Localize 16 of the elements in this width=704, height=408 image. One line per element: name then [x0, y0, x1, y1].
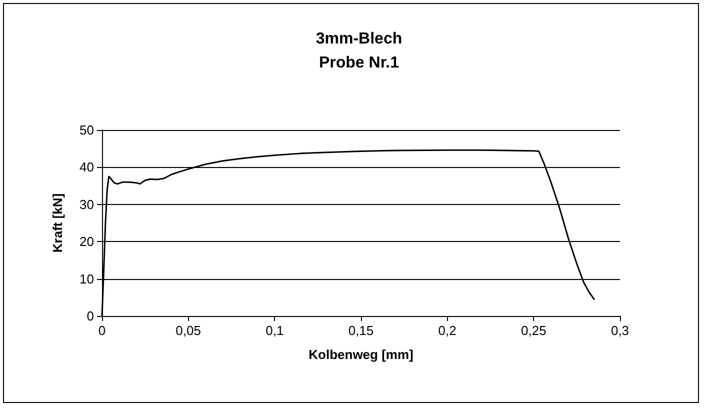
- y-tick-label: 10: [80, 271, 94, 286]
- x-tick-label: 0: [98, 323, 106, 338]
- y-tick-label: 20: [80, 234, 94, 250]
- y-axis-title: Kraft [kN]: [50, 193, 65, 253]
- x-tick-label: 0,3: [610, 323, 630, 338]
- y-tick-label: 50: [80, 122, 94, 138]
- y-tick-label: 40: [80, 160, 94, 175]
- x-tick-label: 0,1: [266, 323, 284, 338]
- y-tick-label: 30: [80, 196, 94, 212]
- x-tick-label: 0,25: [521, 323, 546, 338]
- x-tick-label: 0,2: [438, 323, 456, 338]
- x-tick-label: 0,15: [348, 323, 374, 338]
- x-axis-title: Kolbenweg [mm]: [308, 347, 414, 362]
- x-tick-label: 0,05: [176, 323, 201, 338]
- chart-title: 3mm-Blech Probe Nr.1: [316, 30, 402, 72]
- y-tick-label: 0: [86, 308, 94, 324]
